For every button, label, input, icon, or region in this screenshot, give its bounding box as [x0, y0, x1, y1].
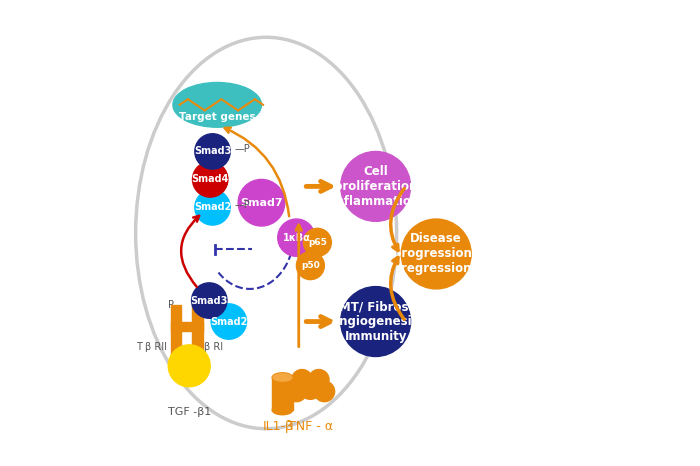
- Circle shape: [168, 345, 210, 387]
- Bar: [272, 377, 293, 410]
- Bar: [193, 305, 203, 361]
- Circle shape: [286, 381, 307, 402]
- Circle shape: [296, 252, 324, 280]
- Text: TGF -β1: TGF -β1: [167, 407, 211, 418]
- Text: TNF - α: TNF - α: [288, 420, 333, 433]
- Ellipse shape: [173, 82, 262, 127]
- Circle shape: [314, 381, 335, 402]
- Text: P: P: [167, 300, 174, 310]
- Text: Smad7: Smad7: [240, 198, 283, 208]
- Text: P: P: [197, 309, 203, 320]
- Text: 1κBα: 1κBα: [283, 233, 310, 243]
- Text: IL1-β: IL1-β: [262, 420, 293, 433]
- Text: T β RII: T β RII: [136, 342, 167, 352]
- Text: EMT/ Fibrosis
Angiogenesis
Immunity: EMT/ Fibrosis Angiogenesis Immunity: [331, 300, 420, 343]
- Circle shape: [278, 219, 315, 256]
- Text: Smad2: Smad2: [210, 316, 248, 327]
- Bar: [171, 322, 203, 331]
- Circle shape: [192, 283, 227, 318]
- Text: Target genes: Target genes: [179, 111, 256, 122]
- Circle shape: [341, 287, 411, 356]
- Text: Cell
proliferation
Inflammation: Cell proliferation Inflammation: [332, 165, 420, 208]
- Text: —P: —P: [235, 200, 251, 210]
- Circle shape: [303, 228, 331, 256]
- Ellipse shape: [273, 374, 292, 381]
- Text: Smad3: Smad3: [190, 295, 228, 306]
- Text: Smad2: Smad2: [194, 202, 231, 212]
- Circle shape: [195, 134, 230, 169]
- Circle shape: [193, 162, 228, 197]
- Circle shape: [401, 219, 471, 289]
- Circle shape: [292, 370, 312, 390]
- Text: —P: —P: [235, 144, 251, 154]
- Text: p50: p50: [301, 261, 320, 270]
- Text: T β RI: T β RI: [195, 342, 223, 352]
- Text: p65: p65: [308, 238, 327, 247]
- Circle shape: [238, 179, 285, 226]
- Circle shape: [195, 190, 230, 225]
- Text: Smad4: Smad4: [192, 174, 229, 185]
- Circle shape: [211, 304, 246, 339]
- Circle shape: [300, 379, 321, 399]
- Circle shape: [341, 151, 411, 221]
- Ellipse shape: [272, 373, 293, 382]
- Text: Smad3: Smad3: [194, 146, 231, 157]
- Ellipse shape: [272, 405, 293, 415]
- Bar: [171, 305, 181, 361]
- Text: Disease
progression /
regression: Disease progression / regression: [393, 233, 480, 275]
- Circle shape: [309, 370, 329, 390]
